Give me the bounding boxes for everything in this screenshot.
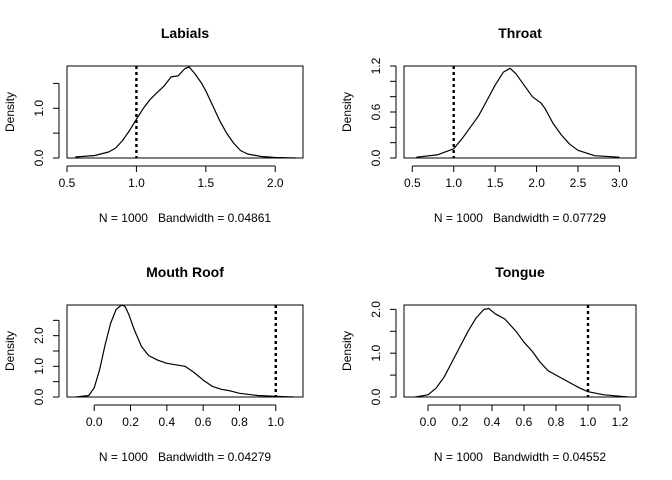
x-tick-label: 1.5 <box>487 176 504 190</box>
x-tick-label: 0.4 <box>484 415 501 429</box>
y-axis-label: Density <box>3 92 17 132</box>
x-tick-label: 2.5 <box>570 176 587 190</box>
density-curve-0 <box>416 67 620 158</box>
plot-frame <box>66 304 304 398</box>
x-tick-label: 0.5 <box>59 176 76 190</box>
x-tick-label: 0.2 <box>122 415 139 429</box>
x-tick-label: 1.0 <box>128 176 145 190</box>
x-tick-label: 0.5 <box>404 176 421 190</box>
x-axis-label: N = 1000 Bandwidth = 0.04279 <box>99 450 271 464</box>
x-tick-label: 0.0 <box>420 415 437 429</box>
y-tick-label: 0.0 <box>32 149 46 166</box>
x-tick-label: 1.2 <box>612 415 629 429</box>
x-tick-label: 0.2 <box>452 415 469 429</box>
y-tick-label: 0.6 <box>369 103 383 120</box>
x-tick-label: 0.8 <box>548 415 565 429</box>
chart-title: Mouth Roof <box>146 264 224 280</box>
y-tick-label: 1.2 <box>369 57 383 74</box>
x-tick-label: 1.0 <box>267 415 284 429</box>
plot-frame <box>403 65 637 159</box>
plot-frame <box>66 65 304 159</box>
y-axis-label: Density <box>340 92 354 132</box>
x-tick-label: 2.0 <box>267 176 284 190</box>
y-tick-label: 0.0 <box>369 149 383 166</box>
y-tick-label: 1.0 <box>32 358 46 375</box>
panel-1: Throat 0.5 1.0 1.5 2.0 2.5 3.0 N = 1000 Bandwid… <box>340 25 637 225</box>
panel-2: Mouth Roof 0.0 0.2 0.4 0.6 0.8 1.0 N = 1000 Ban… <box>3 264 304 464</box>
y-tick-label: 1.0 <box>32 100 46 117</box>
density-curve-0 <box>415 307 629 398</box>
x-tick-label: 1.0 <box>445 176 462 190</box>
panel-0: Labials 0.5 1.0 1.5 2.0 N = 1000 Bandwidth = … <box>3 25 304 225</box>
x-axis-label: N = 1000 Bandwidth = 0.04861 <box>99 211 271 225</box>
x-tick-label: 0.4 <box>159 415 176 429</box>
x-axis-label: N = 1000 Bandwidth = 0.07729 <box>434 211 606 225</box>
x-tick-label: 0.0 <box>86 415 103 429</box>
x-tick-label: 0.6 <box>516 415 533 429</box>
panel-3: Tongue 0.0 0.2 0.4 0.6 0.8 1.0 1.2 N = 1000 Band… <box>340 264 637 464</box>
y-tick-label: 0.0 <box>369 388 383 405</box>
y-tick-label: 1.0 <box>369 345 383 362</box>
chart-title: Throat <box>498 25 542 41</box>
x-tick-label: 1.0 <box>580 415 597 429</box>
chart-title: Tongue <box>495 264 545 280</box>
x-tick-label: 0.6 <box>195 415 212 429</box>
plot-frame <box>403 304 637 398</box>
x-axis-label: N = 1000 Bandwidth = 0.04552 <box>434 450 606 464</box>
x-tick-label: 2.0 <box>528 176 545 190</box>
y-tick-label: 2.0 <box>32 327 46 344</box>
x-tick-label: 1.5 <box>197 176 214 190</box>
y-tick-label: 2.0 <box>369 301 383 318</box>
y-axis-label: Density <box>3 331 17 371</box>
y-axis-label: Density <box>340 331 354 371</box>
density-curve-0 <box>76 304 294 398</box>
density-curve-0 <box>75 66 297 159</box>
x-tick-label: 0.8 <box>231 415 248 429</box>
x-tick-label: 3.0 <box>611 176 628 190</box>
chart-title: Labials <box>161 25 209 41</box>
y-tick-label: 0.0 <box>32 388 46 405</box>
